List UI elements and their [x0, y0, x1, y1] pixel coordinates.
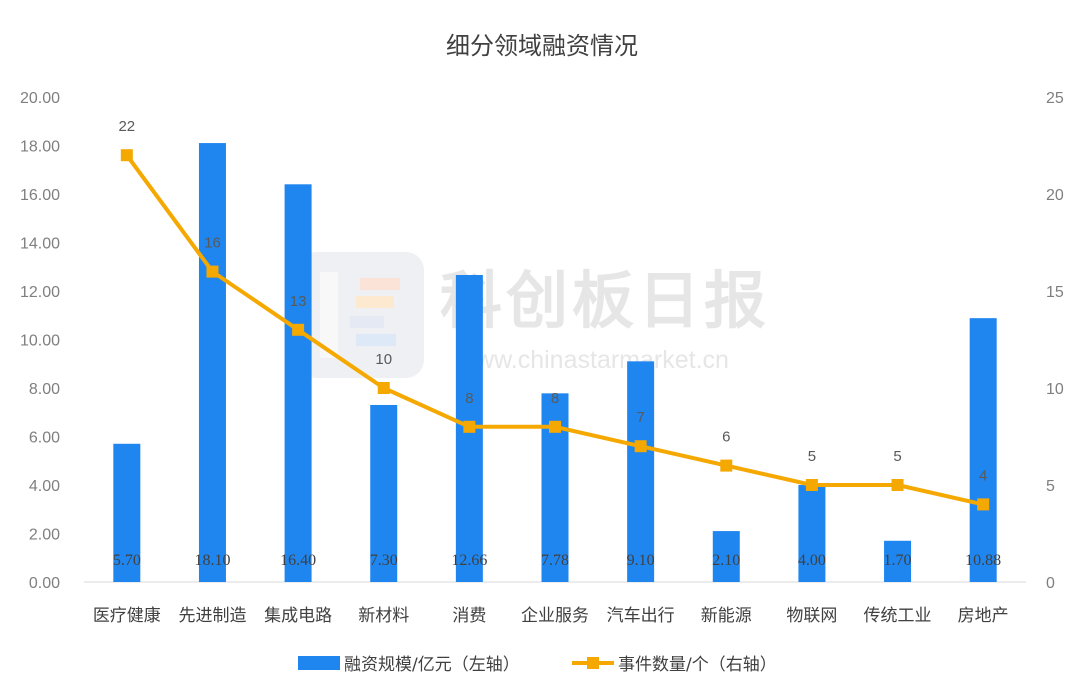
line-value-label: 7 — [636, 409, 644, 426]
line-point — [120, 149, 133, 162]
bar-value-label: 16.40 — [280, 552, 316, 569]
x-axis-category-label: 新能源 — [701, 606, 752, 626]
bar-value-label: 2.10 — [712, 552, 740, 569]
line-value-label: 6 — [722, 429, 730, 446]
line-value-label: 8 — [465, 390, 473, 407]
bar — [884, 540, 912, 582]
line-point — [292, 323, 305, 336]
line-series — [120, 149, 990, 511]
line-point — [805, 479, 818, 491]
line-data-labels: 22 16 13 10 8 8 7 6 5 5 4 — [118, 118, 987, 484]
bar — [712, 531, 740, 582]
bar — [198, 143, 226, 582]
x-axis-category-label: 先进制造 — [178, 606, 246, 626]
line-value-label: 10 — [375, 351, 392, 368]
bar-value-label: 4.00 — [798, 552, 826, 569]
line-point — [720, 459, 733, 472]
legend-line-label: 事件数量/个（右轴） — [618, 655, 777, 675]
legend-line-marker — [587, 657, 599, 669]
line-value-label: 4 — [979, 467, 987, 484]
line-point — [891, 479, 904, 491]
x-axis-labels: 医疗健康 先进制造 集成电路 新材料 消费 企业服务 汽车出行 新能源 物联网 传统工业 房地产 — [93, 606, 1009, 626]
right-axis-tick: 10 — [1046, 381, 1064, 398]
line-value-label: 5 — [893, 448, 901, 465]
left-axis-tick: 0.00 — [29, 575, 60, 592]
line-value-label: 13 — [290, 293, 307, 310]
watermark-logo-icon — [298, 252, 424, 378]
line-value-label: 5 — [808, 448, 816, 465]
line-value-label: 16 — [204, 235, 221, 252]
right-axis-tick: 15 — [1046, 284, 1064, 301]
bar-data-labels: 5.70 18.10 16.40 7.30 12.66 7.78 9.10 2.10 4.00 1… — [113, 552, 1001, 569]
line-point — [206, 265, 219, 278]
x-axis-category-label: 企业服务 — [521, 606, 589, 626]
left-axis-tick: 20.00 — [20, 90, 60, 107]
bar-value-label: 12.66 — [451, 552, 487, 569]
left-axis-tick: 16.00 — [20, 187, 60, 204]
left-axis-tick: 14.00 — [20, 236, 60, 253]
right-axis-tick: 20 — [1046, 187, 1064, 204]
legend: 融资规模/亿元（左轴） 事件数量/个（右轴） — [298, 655, 777, 675]
bar-series — [113, 143, 997, 583]
line-point — [634, 440, 647, 453]
line-point — [377, 382, 390, 394]
left-axis-tick: 8.00 — [29, 381, 60, 398]
line-point — [463, 420, 476, 433]
right-axis-tick: 25 — [1046, 90, 1064, 107]
left-axis: 0.00 2.00 4.00 6.00 8.00 10.00 12.00 14.00 16.00… — [20, 90, 60, 592]
line-point — [977, 498, 990, 511]
x-axis-category-label: 物联网 — [786, 606, 837, 626]
legend-bar-label: 融资规模/亿元（左轴） — [344, 655, 520, 675]
chart-title: 细分领域融资情况 — [446, 32, 638, 60]
watermark: 科创板日报 www.chinastarmarket.cn — [298, 252, 770, 378]
bar — [370, 404, 398, 582]
bar-value-label: 9.10 — [627, 552, 655, 569]
left-axis-tick: 6.00 — [29, 430, 60, 447]
bar-value-label: 18.10 — [194, 552, 230, 569]
right-axis: 0 5 10 15 20 25 — [1046, 90, 1064, 592]
x-axis-category-label: 汽车出行 — [607, 606, 675, 626]
x-axis-category-label: 新材料 — [358, 606, 409, 626]
watermark-url: www.chinastarmarket.cn — [457, 346, 729, 374]
bar-value-label: 7.78 — [541, 552, 569, 569]
legend-bar-swatch — [298, 656, 340, 670]
watermark-text: 科创板日报 — [440, 264, 770, 337]
x-axis-category-label: 医疗健康 — [93, 606, 161, 626]
bar — [113, 443, 141, 582]
left-axis-tick: 10.00 — [20, 333, 60, 350]
left-axis-tick: 18.00 — [20, 139, 60, 156]
bar — [798, 485, 826, 582]
bar-value-label: 10.88 — [965, 552, 1001, 569]
line-point — [549, 420, 561, 433]
x-axis-category-label: 消费 — [452, 606, 486, 626]
line-value-label: 22 — [118, 118, 135, 135]
line-value-label: 8 — [551, 390, 559, 407]
bar — [284, 184, 312, 583]
left-axis-tick: 2.00 — [29, 527, 60, 544]
bar — [627, 361, 655, 582]
left-axis-tick: 12.00 — [20, 284, 60, 301]
x-axis-category-label: 房地产 — [958, 606, 1009, 626]
x-axis-category-label: 集成电路 — [264, 606, 332, 626]
bar-value-label: 1.70 — [884, 552, 912, 569]
bar-value-label: 5.70 — [113, 552, 141, 569]
bar-value-label: 7.30 — [370, 552, 398, 569]
bar — [969, 318, 997, 582]
right-axis-tick: 5 — [1046, 478, 1055, 495]
right-axis-tick: 0 — [1046, 575, 1055, 592]
x-axis-category-label: 传统工业 — [864, 606, 932, 626]
left-axis-tick: 4.00 — [29, 478, 60, 495]
